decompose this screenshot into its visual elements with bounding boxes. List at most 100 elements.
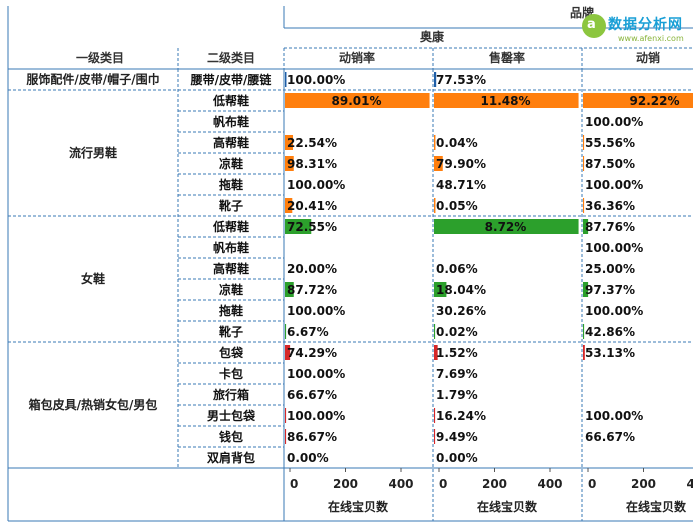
data-label: 100.00% (287, 367, 345, 381)
data-label: 72.55% (287, 220, 337, 234)
header-measure-2: 售罄率 (489, 50, 525, 65)
data-label: 87.72% (287, 283, 337, 297)
x-axis: 0 200 400 在线宝贝数 0 200 400 在线宝贝数 0 200 400 在线宝贝数 (289, 468, 693, 514)
data-label: 0.05% (436, 199, 478, 213)
bar (434, 345, 438, 360)
data-label: 8.72% (485, 220, 527, 234)
data-label: 9.49% (436, 430, 478, 444)
data-label: 100.00% (585, 115, 643, 129)
header-col1: 一级类目 (76, 50, 124, 65)
data-label: 87.50% (585, 157, 635, 171)
category-label: 低帮鞋 (212, 219, 249, 234)
bar (434, 429, 436, 444)
data-label: 89.01% (332, 94, 382, 108)
tick-label: 400 (686, 477, 693, 491)
tick-label: 200 (631, 477, 656, 491)
bar (583, 135, 585, 150)
data-label: 48.71% (436, 178, 486, 192)
data-label: 97.37% (585, 283, 635, 297)
category-label: 拖鞋 (219, 177, 243, 192)
data-label: 42.86% (585, 325, 635, 339)
data-label: 87.76% (585, 220, 635, 234)
watermark-logo: a 数据分析网 www.afenxi.com (582, 8, 690, 48)
category-label: 卡包 (219, 366, 243, 381)
bar (285, 219, 312, 234)
data-label: 66.67% (585, 430, 635, 444)
group-label: 女鞋 (81, 271, 105, 286)
category-label: 双肩背包 (207, 450, 255, 465)
data-label: 1.79% (436, 388, 478, 402)
data-label: 7.69% (436, 367, 478, 381)
data-label: 36.36% (585, 199, 635, 213)
bar (285, 72, 287, 87)
data-label: 20.41% (287, 199, 337, 213)
watermark-url: www.afenxi.com (618, 34, 684, 43)
bar (583, 324, 585, 339)
category-label: 包袋 (218, 345, 244, 360)
bar (434, 72, 437, 87)
data-label: 22.54% (287, 136, 337, 150)
bar (285, 345, 291, 360)
bar (434, 282, 447, 297)
bar (434, 93, 579, 108)
data-label: 92.22% (630, 94, 680, 108)
data-label: 25.00% (585, 262, 635, 276)
category-label: 高帮鞋 (213, 135, 249, 150)
watermark-text: 数据分析网 (608, 17, 683, 33)
bar (285, 282, 294, 297)
tick-label: 400 (537, 477, 562, 491)
category-label: 低帮鞋 (212, 93, 249, 108)
data-label: 0.02% (436, 325, 478, 339)
bar (285, 156, 294, 171)
data-label: 100.00% (585, 178, 643, 192)
data-label: 6.67% (287, 325, 329, 339)
data-label: 74.29% (287, 346, 337, 360)
header-brand: 奥康 (420, 29, 445, 44)
bar (285, 135, 294, 150)
logo-letter: a (587, 17, 596, 32)
afenxi-logo-icon: a (582, 14, 606, 38)
data-label: 79.90% (436, 157, 486, 171)
data-label: 53.13% (585, 346, 635, 360)
bar (583, 198, 585, 213)
bar (434, 198, 436, 213)
data-label: 16.24% (436, 409, 486, 423)
category-label: 男士包袋 (207, 408, 256, 423)
data-label: 77.53% (436, 73, 486, 87)
category-label: 凉鞋 (219, 282, 243, 297)
data-label: 0.00% (436, 451, 478, 465)
tick-label: 200 (482, 477, 507, 491)
data-label: 100.00% (585, 409, 643, 423)
category-label: 帆布鞋 (213, 240, 249, 255)
bar (285, 324, 287, 339)
data-label: 100.00% (287, 304, 345, 318)
bars (285, 72, 693, 444)
category-label: 高帮鞋 (213, 261, 249, 276)
data-label: 18.04% (436, 283, 486, 297)
category-label: 腰带/皮带/腰链 (190, 72, 273, 87)
bar (434, 324, 436, 339)
tick-label: 200 (333, 477, 358, 491)
x-axis-title: 在线宝贝数 (626, 499, 687, 514)
category-label: 钱包 (219, 429, 243, 444)
header-measure-1: 动销率 (339, 50, 375, 65)
bar (583, 156, 585, 171)
tick-label: 0 (588, 477, 596, 491)
data-label: 100.00% (585, 241, 643, 255)
tick-label: 0 (290, 477, 298, 491)
category-label: 拖鞋 (219, 303, 243, 318)
data-label: 0.04% (436, 136, 478, 150)
bar (583, 345, 585, 360)
bar (285, 198, 293, 213)
category-label: 旅行箱 (213, 387, 249, 402)
x-axis-title: 在线宝贝数 (477, 499, 538, 514)
table-gridlines (7, 6, 693, 522)
data-label: 0.06% (436, 262, 478, 276)
header-measure-3: 动销 (636, 50, 660, 65)
data-label: 98.31% (287, 157, 337, 171)
category-label: 靴子 (219, 324, 243, 339)
bar (434, 135, 436, 150)
data-label: 86.67% (287, 430, 337, 444)
data-label: 66.67% (287, 388, 337, 402)
